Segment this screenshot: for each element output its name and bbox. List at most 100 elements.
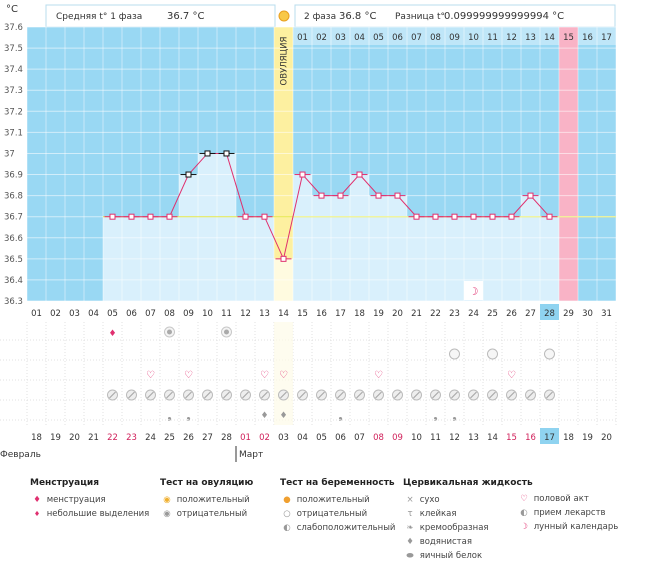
- cycle-day-label: 09: [183, 309, 194, 319]
- month-label-mar: Март: [239, 450, 263, 460]
- date-label: 12: [449, 433, 460, 443]
- watery-icon: ♦: [260, 411, 268, 421]
- temp-point: [470, 213, 477, 220]
- date-label: 16: [525, 433, 536, 443]
- phase2-day-label: 05: [373, 33, 384, 43]
- temp-point: [508, 213, 515, 220]
- pill-icon-line: [375, 391, 382, 399]
- creamy-icon: ❟: [167, 409, 171, 422]
- temp-bar: [217, 153, 236, 301]
- phase2-day-label: 04: [354, 33, 365, 43]
- cycle-day-label: 31: [601, 309, 612, 319]
- temp-point: [432, 213, 439, 220]
- cycle-day-label: 02: [50, 309, 61, 319]
- ovulation-rows-tint: [274, 322, 293, 425]
- legend-menstruation: Менструация ♦ менструация ♦ небольшие вы…: [30, 478, 149, 521]
- period-column: [559, 27, 578, 301]
- pregnancy-test-icon: [487, 348, 498, 360]
- date-label: 11: [430, 433, 441, 443]
- date-label: 18: [563, 433, 574, 443]
- date-label: 07: [354, 433, 365, 443]
- x-icon: ×: [406, 495, 414, 505]
- temp-point: [527, 192, 534, 199]
- temp-point: [375, 192, 382, 199]
- date-label: 20: [601, 433, 612, 443]
- temp-point: [394, 192, 401, 199]
- pregnancy-test-icon: [544, 348, 555, 360]
- drop-icon: ♦: [33, 495, 41, 505]
- cycle-day-label: 05: [107, 309, 118, 319]
- moon-icon: ☽: [520, 522, 528, 532]
- watery-icon: ♦: [279, 411, 287, 421]
- t-icon: τ: [407, 509, 413, 519]
- date-label: 06: [335, 433, 346, 443]
- legend-pills: ◐ прием лекарств: [517, 506, 618, 520]
- pill-icon-line: [508, 391, 515, 399]
- small-drop-icon: ♦: [33, 510, 41, 518]
- cycle-day-label: 26: [506, 309, 517, 319]
- cycle-day-label: 19: [373, 309, 384, 319]
- cycle-day-label: 21: [411, 309, 422, 319]
- cycle-day-label: 12: [240, 309, 251, 319]
- temp-point: [147, 213, 154, 220]
- phase2-day-label: 02: [316, 33, 327, 43]
- phase2-day-label: 16: [582, 33, 593, 43]
- temp-point: [546, 213, 553, 220]
- temp-point: [185, 171, 192, 178]
- cycle-day-label: 17: [335, 309, 346, 319]
- date-label: 01: [240, 433, 251, 443]
- date-label: 02: [259, 433, 270, 443]
- temp-bar: [312, 195, 331, 301]
- y-tick-label: 36.7: [4, 213, 23, 223]
- pregnancy-test-icon: [449, 348, 460, 360]
- temp-point: [318, 192, 325, 199]
- menstruation-icon: ♦: [108, 329, 116, 339]
- pill-icon-line: [527, 391, 534, 399]
- moon-icon: ☽: [469, 285, 479, 298]
- date-label: 08: [373, 433, 384, 443]
- cycle-day-label: 06: [126, 309, 137, 319]
- legend-cervical: Цервикальная жидкость × сухо τ клейкая ❧…: [403, 478, 533, 563]
- legend-menstruation-item: ♦ менструация: [30, 493, 149, 507]
- date-label: 13: [468, 433, 479, 443]
- legend-label: кремообразная: [419, 523, 489, 533]
- ovulation-column: [274, 27, 293, 301]
- pill-icon-line: [413, 391, 420, 399]
- temp-point: [223, 150, 230, 157]
- legend-pregnancy-test: Тест на беременность ● положительный ○ о…: [280, 478, 395, 535]
- pill-icon-line: [128, 391, 135, 399]
- legend-label: положительный: [296, 495, 370, 505]
- ovulation-label: ОВУЛЯЦИЯ: [280, 36, 290, 85]
- pill-icon-line: [451, 391, 458, 399]
- legend-moon: ☽ лунный календарь: [517, 520, 618, 534]
- pill-icon-line: [318, 391, 325, 399]
- legend-label: менструация: [46, 495, 106, 505]
- phase2-day-label: 07: [411, 33, 422, 43]
- pill-icon-line: [546, 391, 553, 399]
- cycle-day-label: 18: [354, 309, 365, 319]
- date-label: 17: [544, 433, 555, 443]
- creamy-icon: ❟: [338, 409, 342, 422]
- cycle-day-label: 28: [544, 309, 555, 319]
- legend-label: положительный: [176, 495, 250, 505]
- date-label: 27: [202, 433, 213, 443]
- legend-cervical-eggwhite: ⬬ яичный белок: [403, 549, 533, 563]
- pill-icon-line: [166, 391, 173, 399]
- cycle-day-label: 13: [259, 309, 270, 319]
- cycle-day-label: 22: [430, 309, 441, 319]
- legend-label: яичный белок: [419, 551, 483, 561]
- cycle-day-label: 24: [468, 309, 479, 319]
- pill-icon-line: [356, 391, 363, 399]
- temp-point: [489, 213, 496, 220]
- pill-icon-line: [261, 391, 268, 399]
- legend-label: клейкая: [419, 509, 457, 519]
- creamy-icon: ❟: [452, 409, 456, 422]
- temp-bar: [198, 153, 217, 301]
- cycle-day-label: 20: [392, 309, 403, 319]
- y-unit: °C: [6, 4, 18, 15]
- phase1-value: 36.7 °C: [167, 11, 204, 22]
- heart-icon: ♡: [507, 370, 516, 381]
- pill-icon-line: [223, 391, 230, 399]
- cycle-day-label: 25: [487, 309, 498, 319]
- date-label: 22: [107, 433, 118, 443]
